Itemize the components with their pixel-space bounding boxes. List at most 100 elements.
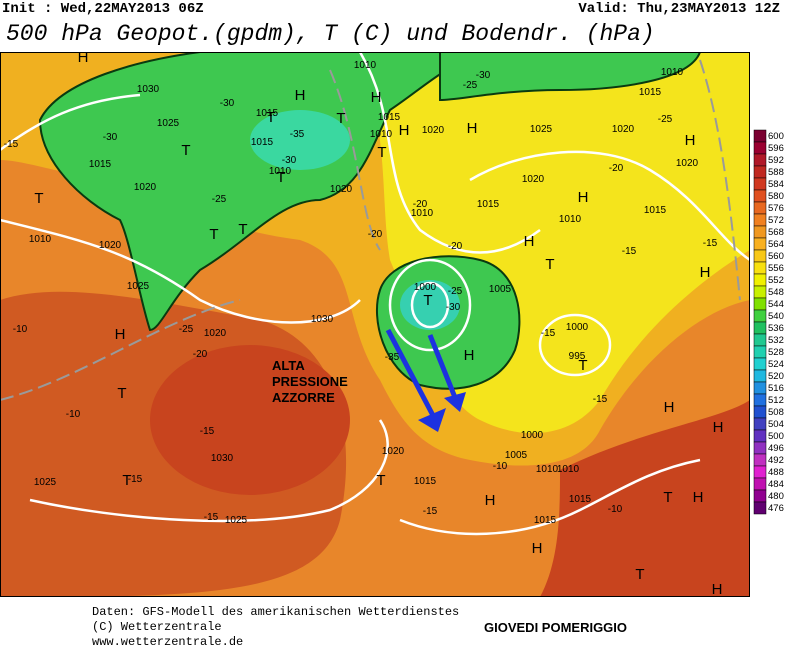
pressure-marker: H	[532, 540, 543, 557]
contour-label: -15	[128, 474, 143, 485]
colorbar-swatch	[753, 249, 767, 263]
colorbar-swatch	[753, 501, 767, 515]
colorbar-swatch	[753, 225, 767, 239]
colorbar-swatch	[753, 345, 767, 359]
pressure-marker: T	[122, 472, 131, 489]
colorbar-swatch	[753, 201, 767, 215]
contour-label: -10	[66, 409, 81, 420]
colorbar-swatch	[753, 465, 767, 479]
warm-core	[150, 345, 350, 495]
pressure-marker: H	[700, 264, 711, 281]
contour-label: -30	[282, 155, 297, 166]
pressure-marker: H	[693, 489, 704, 506]
contour-label: -35	[290, 129, 305, 140]
pressure-marker: T	[635, 566, 644, 583]
contour-label: -20	[368, 229, 383, 240]
colorbar-swatch	[753, 237, 767, 251]
flow-arrows	[385, 328, 466, 432]
contour-label: 1025	[225, 515, 248, 526]
contour-label: -15	[4, 139, 19, 150]
annotation-line: ALTA	[272, 358, 305, 373]
pressure-marker: T	[663, 489, 672, 506]
colorbar-swatch	[753, 381, 767, 395]
map: ALTA PRESSIONE AZZORRE 1030 1025 1015 1020 101…	[0, 49, 750, 598]
pressure-marker: T	[117, 385, 126, 402]
contour-label: 1010	[29, 234, 52, 245]
pressure-marker: T	[377, 144, 386, 161]
contour-label: 995	[569, 351, 586, 362]
contour-label: 1030	[311, 314, 334, 325]
colorbar-swatch	[753, 441, 767, 455]
contour-label: 1020	[330, 184, 353, 195]
pressure-marker: H	[115, 326, 126, 343]
contour-label: 1015	[644, 205, 667, 216]
pressure-marker: H	[713, 419, 724, 436]
contour-label: -25	[179, 324, 194, 335]
contour-label: 1020	[422, 125, 445, 136]
colorbar-swatch	[753, 129, 767, 143]
colorbar-swatch	[753, 417, 767, 431]
contour-label: 1020	[134, 182, 157, 193]
pressure-marker: H	[371, 89, 382, 106]
pressure-marker: T	[276, 169, 285, 186]
colorbar-swatch	[753, 477, 767, 491]
contour-label: -35	[385, 352, 400, 363]
contour-label: 1005	[489, 284, 512, 295]
colorbar-label: 580	[768, 191, 784, 202]
contour-label: -15	[703, 238, 718, 249]
map-frame	[0, 52, 750, 597]
contour-label: 1025	[127, 281, 150, 292]
contour-label: 1025	[530, 124, 553, 135]
contour-label: 1015	[477, 199, 500, 210]
annotation-line: AZZORRE	[272, 390, 335, 405]
pressure-marker: H	[399, 122, 410, 139]
colorbar-label: 576	[768, 203, 784, 214]
contour-label: 1015	[256, 108, 279, 119]
colorbar-label: 516	[768, 383, 784, 394]
contour-label: 1005	[505, 450, 528, 461]
colorbar-label: 560	[768, 251, 784, 262]
contour-label: 1020	[522, 174, 545, 185]
colorbar-label: 492	[768, 455, 784, 466]
colorbar-label: 524	[768, 359, 784, 370]
contour-label: 1030	[211, 453, 234, 464]
contour-label: 1015	[414, 476, 437, 487]
contour-label: 1020	[204, 328, 227, 339]
footer-line: www.wetterzentrale.de	[92, 635, 243, 648]
contour-label: -25	[212, 194, 227, 205]
contour-label: 1025	[34, 477, 57, 488]
colorbar-label: 512	[768, 395, 784, 406]
colorbar-swatch	[753, 333, 767, 347]
pressure-marker: T	[578, 357, 587, 374]
contour-label: 1000	[414, 282, 437, 293]
init-time: Init : Wed,22MAY2013 06Z	[2, 1, 204, 17]
colorbar-label: 544	[768, 299, 784, 310]
annotation-line: PRESSIONE	[272, 374, 348, 389]
colorbar-swatch	[753, 165, 767, 179]
colorbar-swatch	[753, 357, 767, 371]
pressure-marker: H	[295, 87, 306, 104]
contour-label: -30	[103, 132, 118, 143]
contour-label: 1030	[137, 84, 160, 95]
colorbar-swatch	[753, 429, 767, 443]
colorbar-swatch	[753, 285, 767, 299]
pressure-marker: H	[712, 581, 723, 598]
pressure-marker: H	[78, 49, 89, 66]
contour-label: -30	[446, 302, 461, 313]
colorbar-swatch	[753, 153, 767, 167]
contour-label: 1010	[661, 67, 684, 78]
contour-label: -30	[476, 70, 491, 81]
colorbar-label: 548	[768, 287, 784, 298]
colorbar-swatch	[753, 321, 767, 335]
colorbar-swatch	[753, 141, 767, 155]
valid-time: Valid: Thu,23MAY2013 12Z	[578, 1, 780, 17]
contour-label: -10	[608, 504, 623, 515]
contour-label: -15	[204, 512, 219, 523]
cold-area	[439, 52, 702, 102]
contour-label: 1010	[557, 464, 580, 475]
contour-label: 1010	[411, 208, 434, 219]
pressure-marker: H	[467, 120, 478, 137]
contour-label: 1015	[534, 515, 557, 526]
colorbar-label: 564	[768, 239, 784, 250]
pressure-marker: T	[336, 110, 345, 127]
